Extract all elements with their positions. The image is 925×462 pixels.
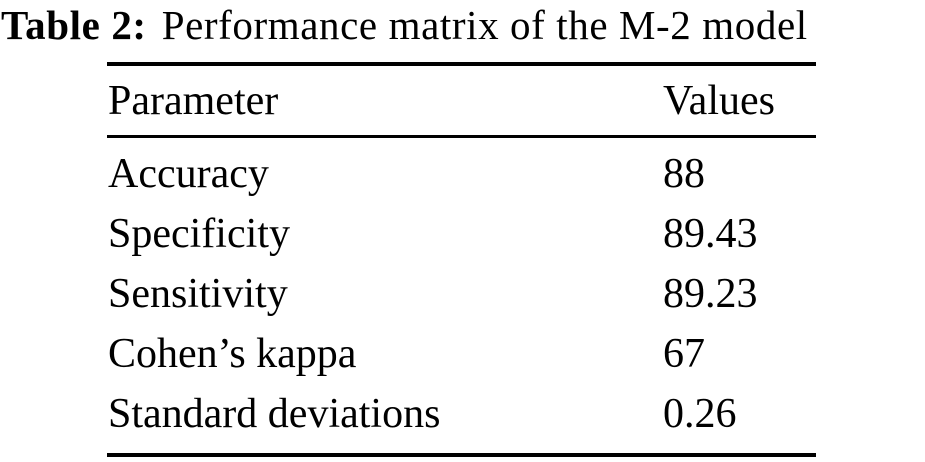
value-cell: 89.23 [663,271,758,317]
table-caption-label: Table 2: [1,2,147,48]
table-row: Accuracy 88 [107,144,816,204]
table-caption: Table 2: Performance matrix of the M-2 mo… [1,1,925,49]
value-cell: 67 [663,331,705,377]
table-header-row: Parameter Values [107,66,816,135]
table-row: Cohen’s kappa 67 [107,324,816,384]
parameter-cell: Specificity [108,211,290,257]
table-mid-rule [107,135,816,138]
column-header-values: Values [663,77,775,124]
table-row: Standard deviations 0.26 [107,384,816,444]
table-bottom-rule [107,453,816,457]
table-body: Accuracy 88 Specificity 89.43 Sensitivit… [107,138,816,444]
value-cell: 0.26 [663,391,737,437]
table-caption-text: Performance matrix of the M-2 model [161,2,808,48]
parameter-cell: Standard deviations [108,391,441,437]
table-row: Specificity 89.43 [107,204,816,264]
performance-table: Parameter Values Accuracy 88 Specificity… [107,62,816,457]
column-header-parameter: Parameter [108,77,279,124]
parameter-cell: Accuracy [108,151,269,197]
parameter-cell: Cohen’s kappa [108,331,357,377]
value-cell: 88 [663,151,705,197]
parameter-cell: Sensitivity [108,271,288,317]
value-cell: 89.43 [663,211,758,257]
table-top-rule [107,62,816,66]
table-bottom-gap [107,444,816,453]
table-row: Sensitivity 89.23 [107,264,816,324]
